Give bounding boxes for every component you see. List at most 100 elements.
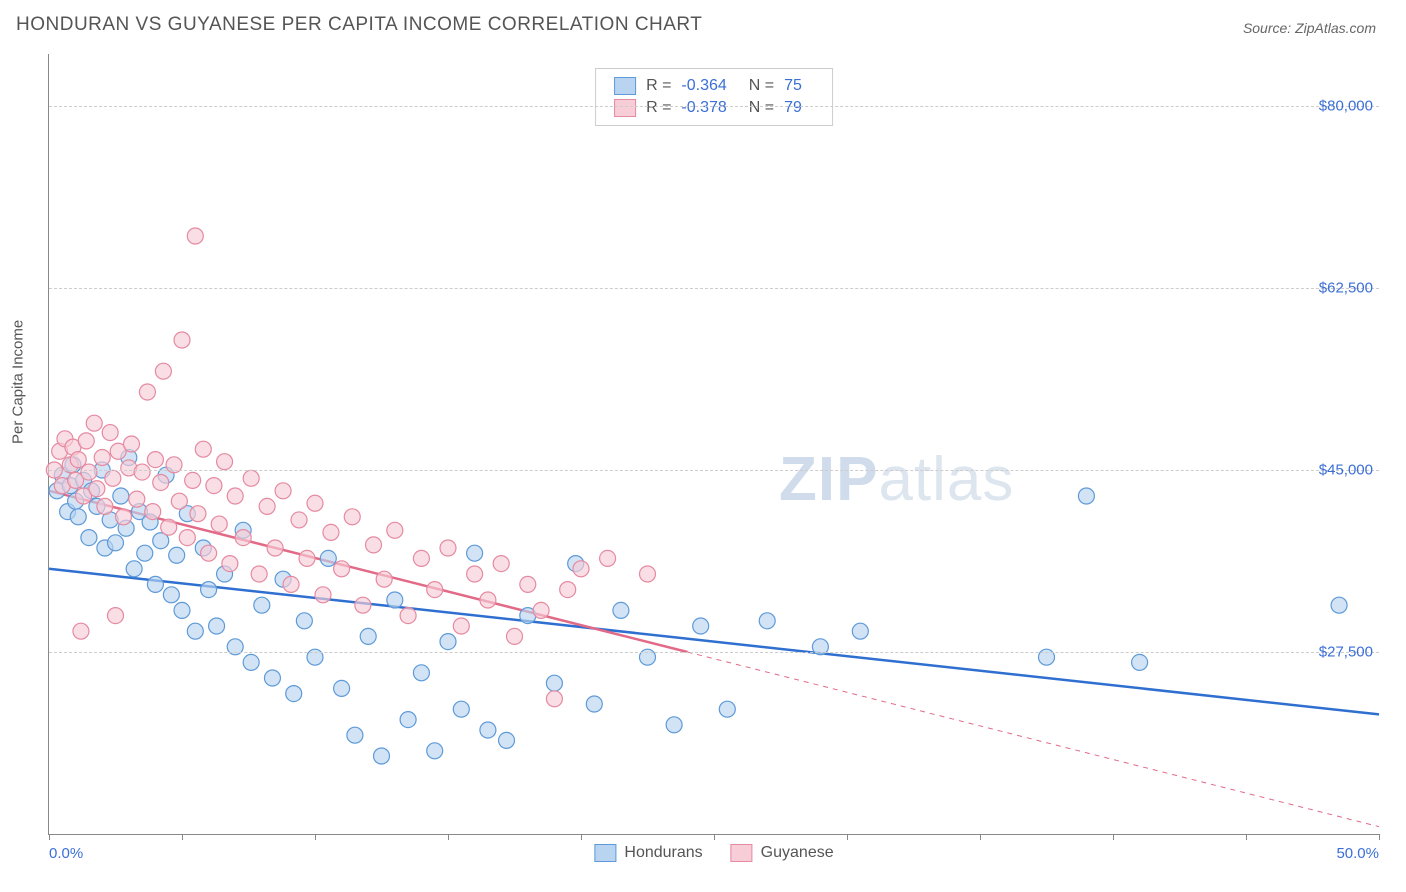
x-tick-mark bbox=[448, 834, 449, 840]
x-tick-mark bbox=[714, 834, 715, 840]
scatter-point bbox=[480, 722, 496, 738]
chart-container: Per Capita Income ZIPatlas R =-0.364N =7… bbox=[0, 44, 1406, 874]
scatter-point bbox=[137, 545, 153, 561]
scatter-point bbox=[499, 732, 515, 748]
x-tick-mark bbox=[49, 834, 50, 840]
scatter-point bbox=[440, 634, 456, 650]
scatter-point bbox=[190, 506, 206, 522]
scatter-point bbox=[73, 623, 89, 639]
scatter-point bbox=[560, 582, 576, 598]
chart-title: HONDURAN VS GUYANESE PER CAPITA INCOME C… bbox=[16, 14, 702, 36]
x-tick-mark bbox=[182, 834, 183, 840]
x-axis-end-label: 50.0% bbox=[1336, 845, 1379, 862]
scatter-point bbox=[211, 516, 227, 532]
scatter-point bbox=[134, 464, 150, 480]
scatter-point bbox=[1331, 597, 1347, 613]
legend-item: Hondurans bbox=[594, 844, 702, 862]
stat-legend-row: R =-0.364N =75 bbox=[614, 75, 814, 97]
scatter-point bbox=[81, 464, 97, 480]
scatter-point bbox=[376, 571, 392, 587]
scatter-point bbox=[97, 498, 113, 514]
scatter-point bbox=[387, 592, 403, 608]
scatter-point bbox=[546, 691, 562, 707]
scatter-point bbox=[400, 608, 416, 624]
x-tick-mark bbox=[581, 834, 582, 840]
scatter-point bbox=[1078, 488, 1094, 504]
scatter-point bbox=[291, 512, 307, 528]
scatter-point bbox=[299, 550, 315, 566]
scatter-point bbox=[169, 547, 185, 563]
scatter-point bbox=[1132, 654, 1148, 670]
scatter-point bbox=[453, 701, 469, 717]
scatter-point bbox=[296, 613, 312, 629]
scatter-point bbox=[344, 509, 360, 525]
x-axis-start-label: 0.0% bbox=[49, 845, 83, 862]
y-tick-label: $27,500 bbox=[1319, 644, 1373, 661]
legend-swatch bbox=[731, 844, 753, 862]
scatter-point bbox=[113, 488, 129, 504]
y-tick-label: $62,500 bbox=[1319, 280, 1373, 297]
scatter-point bbox=[275, 483, 291, 499]
scatter-point bbox=[78, 433, 94, 449]
stat-legend: R =-0.364N =75R =-0.378N =79 bbox=[595, 68, 833, 126]
scatter-point bbox=[546, 675, 562, 691]
scatter-point bbox=[286, 686, 302, 702]
scatter-point bbox=[217, 454, 233, 470]
scatter-point bbox=[206, 478, 222, 494]
scatter-point bbox=[70, 509, 86, 525]
x-tick-mark bbox=[1379, 834, 1380, 840]
scatter-point bbox=[315, 587, 331, 603]
scatter-point bbox=[185, 472, 201, 488]
legend-swatch bbox=[614, 77, 636, 95]
scatter-point bbox=[759, 613, 775, 629]
scatter-point bbox=[467, 566, 483, 582]
scatter-point bbox=[222, 556, 238, 572]
legend-swatch bbox=[614, 99, 636, 117]
scatter-point bbox=[254, 597, 270, 613]
scatter-point bbox=[89, 481, 105, 497]
scatter-point bbox=[94, 450, 110, 466]
legend-label: Guyanese bbox=[761, 844, 834, 862]
scatter-point bbox=[163, 587, 179, 603]
scatter-point bbox=[108, 608, 124, 624]
y-tick-label: $45,000 bbox=[1319, 462, 1373, 479]
scatter-point bbox=[251, 566, 267, 582]
r-label: R = bbox=[646, 99, 671, 117]
scatter-point bbox=[693, 618, 709, 634]
scatter-point bbox=[227, 488, 243, 504]
scatter-point bbox=[467, 545, 483, 561]
scatter-point bbox=[139, 384, 155, 400]
scatter-point bbox=[533, 602, 549, 618]
scatter-point bbox=[480, 592, 496, 608]
plot-area: ZIPatlas R =-0.364N =75R =-0.378N =79 Ho… bbox=[48, 54, 1379, 835]
n-value: 79 bbox=[784, 99, 802, 117]
x-tick-mark bbox=[315, 834, 316, 840]
n-label: N = bbox=[749, 77, 774, 95]
scatter-point bbox=[355, 597, 371, 613]
n-value: 75 bbox=[784, 77, 802, 95]
scatter-point bbox=[243, 470, 259, 486]
scatter-point bbox=[520, 576, 536, 592]
scatter-point bbox=[613, 602, 629, 618]
series-legend: Hondurans Guyanese bbox=[594, 844, 833, 862]
scatter-point bbox=[201, 582, 217, 598]
scatter-point bbox=[366, 537, 382, 553]
scatter-point bbox=[307, 495, 323, 511]
scatter-point bbox=[126, 561, 142, 577]
scatter-point bbox=[334, 680, 350, 696]
scatter-point bbox=[852, 623, 868, 639]
scatter-point bbox=[201, 545, 217, 561]
scatter-point bbox=[427, 743, 443, 759]
stat-legend-row: R =-0.378N =79 bbox=[614, 97, 814, 119]
x-tick-mark bbox=[1113, 834, 1114, 840]
scatter-point bbox=[427, 582, 443, 598]
legend-label: Hondurans bbox=[624, 844, 702, 862]
scatter-point bbox=[171, 493, 187, 509]
gridline bbox=[49, 288, 1379, 289]
scatter-point bbox=[243, 654, 259, 670]
r-value: -0.378 bbox=[681, 99, 726, 117]
gridline bbox=[49, 106, 1379, 107]
scatter-point bbox=[174, 332, 190, 348]
scatter-point bbox=[323, 524, 339, 540]
scatter-point bbox=[195, 441, 211, 457]
